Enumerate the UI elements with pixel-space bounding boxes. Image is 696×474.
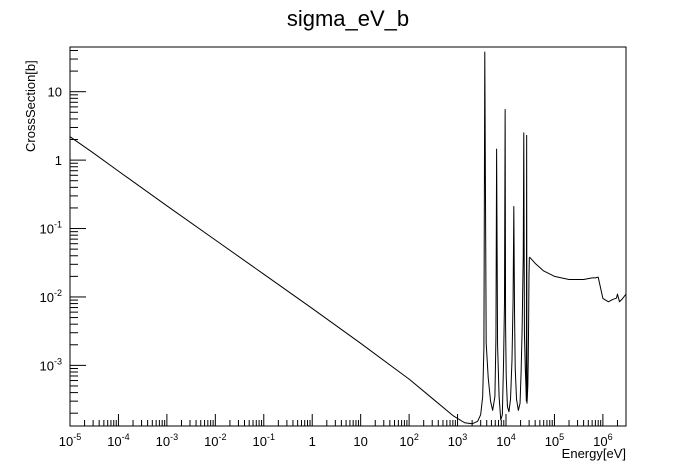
x-tick-label: 10-5 xyxy=(59,432,81,449)
x-tick-label: 10-1 xyxy=(253,432,275,449)
y-tick-label: 10-3 xyxy=(40,356,62,373)
axes: 10-5 10-4 10-3 10-2 10-1 1 10 102 103 104 105 106 10… xyxy=(40,49,618,449)
y-tick-label: 1 xyxy=(55,153,62,168)
x-tick-label: 1 xyxy=(309,434,316,449)
x-tick-label: 106 xyxy=(593,432,612,449)
x-tick-label: 10-4 xyxy=(107,432,129,449)
x-tick-label: 10 xyxy=(353,434,367,449)
y-tick-label: 10-1 xyxy=(40,220,62,237)
y-axis-label: CrossSection[b] xyxy=(23,60,38,152)
series-line xyxy=(69,51,627,425)
x-tick-label: 102 xyxy=(399,432,418,449)
x-axis-label: Energy[eV] xyxy=(562,446,626,461)
x-tick-label: 10-3 xyxy=(156,432,178,449)
y-tick-label: 10-2 xyxy=(40,288,62,305)
plot-frame xyxy=(69,46,627,427)
x-tick-label: 104 xyxy=(496,432,515,449)
x-tick-label: 103 xyxy=(448,432,467,449)
chart-title: sigma_eV_b xyxy=(287,6,409,31)
x-tick-label: 10-2 xyxy=(204,432,226,449)
x-tick-label: 105 xyxy=(545,432,564,449)
y-tick-label: 10 xyxy=(48,85,62,100)
